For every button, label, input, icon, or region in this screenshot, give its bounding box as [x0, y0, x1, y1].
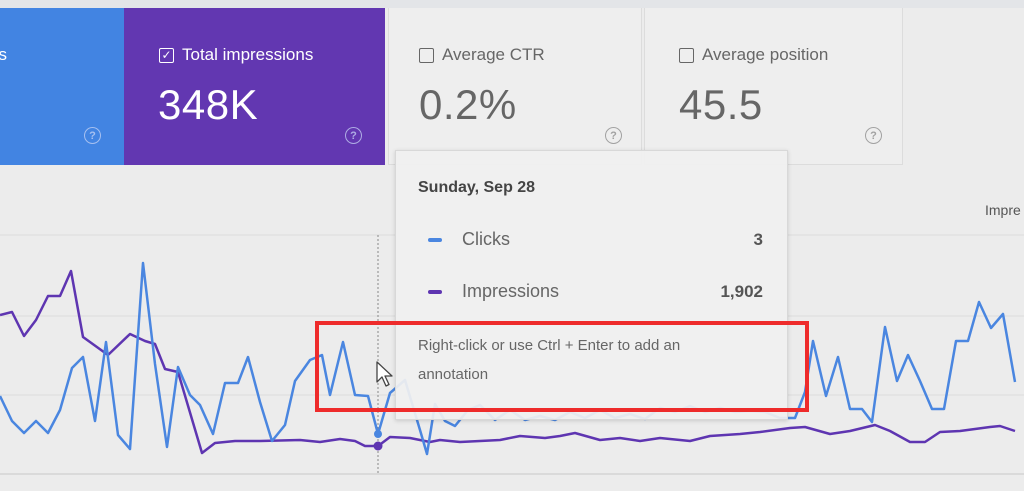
chart-tooltip: Sunday, Sep 28 Clicks 3 Impressions 1,90… [395, 150, 788, 420]
help-icon[interactable]: ? [84, 127, 101, 144]
right-axis-label: Impre [985, 202, 1021, 218]
card-value: 0.2% [419, 81, 517, 128]
card-value: 45.5 [679, 81, 763, 128]
clicks-swatch-icon [428, 237, 442, 242]
total-impressions-card[interactable]: ✓ Total impressions 348K ? [124, 8, 385, 165]
card-label: ks [0, 45, 7, 64]
highlight-box [315, 321, 809, 412]
tooltip-date: Sunday, Sep 28 [418, 179, 536, 196]
mouse-cursor-icon [376, 361, 393, 387]
average-ctr-card[interactable]: Average CTR 0.2% ? [388, 8, 642, 165]
card-label: ✓ Total impressions [159, 45, 313, 65]
help-icon[interactable]: ? [345, 127, 362, 144]
help-icon[interactable]: ? [865, 127, 882, 144]
tooltip-row-clicks: Clicks 3 [428, 229, 763, 250]
annotation-hint: Right-click or use Ctrl + Enter to add a… [418, 337, 681, 383]
impressions-hover-dot [373, 441, 383, 451]
top-bar [0, 0, 1024, 8]
average-position-card[interactable]: Average position 45.5 ? [644, 8, 903, 165]
checkbox-unchecked-icon[interactable] [419, 47, 434, 63]
card-label: Average CTR [419, 45, 545, 65]
card-value: 348K [158, 81, 259, 128]
checkbox-checked-icon[interactable]: ✓ [159, 47, 174, 63]
total-clicks-card[interactable]: ks ? [0, 8, 124, 165]
help-icon[interactable]: ? [605, 127, 622, 144]
impressions-line [0, 269, 1016, 455]
clicks-hover-dot [374, 430, 382, 438]
checkbox-unchecked-icon[interactable] [679, 47, 694, 63]
impressions-swatch-icon [428, 289, 442, 294]
card-label: Average position [679, 45, 828, 65]
tooltip-row-impressions: Impressions 1,902 [428, 281, 763, 302]
